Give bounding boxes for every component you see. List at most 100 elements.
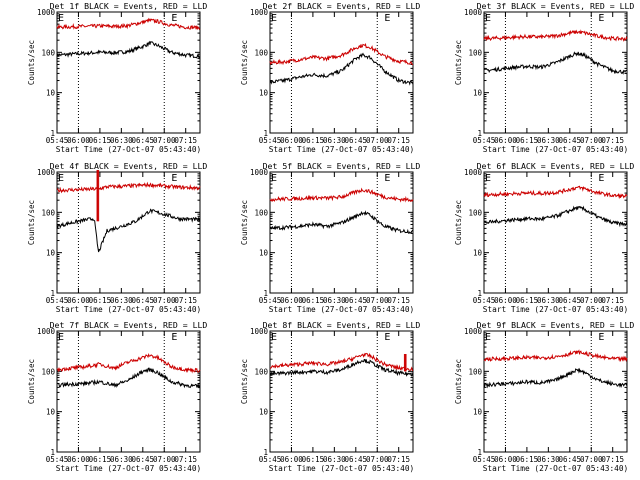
x-axis-label: Start Time (27-Oct-07 05:43:40) (56, 145, 202, 154)
y-tick-label: 1 (263, 448, 268, 457)
x-tick-label: 06:15 (516, 296, 539, 305)
lld-series-line (56, 353, 201, 374)
y-tick-label: 1000 (37, 168, 56, 177)
x-axis-label: Start Time (27-Oct-07 05:43:40) (269, 145, 415, 154)
lld-series-line (56, 181, 201, 194)
x-tick-label: 05:45 (473, 455, 496, 464)
lld-series-line (483, 29, 628, 42)
x-tick-label: 06:30 (323, 296, 346, 305)
x-tick-label: 07:15 (601, 136, 624, 145)
x-axis-label: Start Time (27-Oct-07 05:43:40) (483, 145, 629, 154)
x-axis-label: Start Time (27-Oct-07 05:43:40) (483, 464, 629, 473)
detector-panel: Det 9f BLACK = Events, RED = LLD 1 10 100 10… (454, 320, 634, 473)
y-tick-label: 1000 (250, 8, 269, 17)
x-axis-label: Start Time (27-Oct-07 05:43:40) (269, 464, 415, 473)
x-tick-label: 06:45 (132, 136, 155, 145)
x-tick-label: 07:00 (153, 296, 176, 305)
y-tick-label: 1000 (37, 8, 56, 17)
y-tick-label: 1 (50, 448, 55, 457)
y-tick-label: 10 (473, 408, 483, 417)
x-tick-label: 07:00 (366, 455, 389, 464)
detector-panel: Det 7f BLACK = Events, RED = LLD 1 10 100 10… (27, 320, 207, 473)
y-axis-label: Counts/sec (240, 359, 249, 404)
detector-panel: Det 2f BLACK = Events, RED = LLD 1 10 100 10… (240, 1, 420, 154)
y-tick-label: 1 (263, 129, 268, 138)
event-marker-label: E (271, 173, 277, 184)
x-tick-label: 06:00 (494, 455, 517, 464)
x-tick-label: 06:15 (302, 136, 325, 145)
y-tick-label: 100 (254, 48, 268, 57)
plot-frame (269, 330, 414, 453)
y-tick-label: 1000 (250, 327, 269, 336)
detector-panel: Det 5f BLACK = Events, RED = LLD 1 10 100 10… (240, 161, 420, 314)
x-tick-label: 06:00 (494, 296, 517, 305)
y-tick-label: 100 (468, 48, 482, 57)
x-axis-label: Start Time (27-Oct-07 05:43:40) (56, 305, 202, 314)
x-tick-label: 05:45 (259, 136, 282, 145)
x-tick-label: 06:45 (345, 296, 368, 305)
x-tick-label: 07:15 (174, 296, 197, 305)
x-tick-label: 06:45 (345, 455, 368, 464)
x-tick-label: 06:15 (89, 136, 112, 145)
x-tick-label: 05:45 (259, 455, 282, 464)
x-tick-label: 06:00 (67, 296, 90, 305)
x-tick-label: 06:45 (559, 296, 582, 305)
y-axis-label: Counts/sec (454, 200, 463, 245)
panel-title: Det 3f BLACK = Events, RED = LLD (477, 1, 635, 11)
lld-series-line (269, 352, 414, 372)
y-tick-label: 1 (263, 289, 268, 298)
y-tick-label: 10 (259, 408, 269, 417)
y-tick-label: 10 (259, 249, 269, 258)
x-tick-label: 05:45 (46, 296, 69, 305)
x-tick-label: 07:00 (366, 136, 389, 145)
event-marker-label: E (384, 13, 390, 24)
x-tick-label: 06:00 (494, 136, 517, 145)
panel-title: Det 2f BLACK = Events, RED = LLD (263, 1, 421, 11)
x-tick-label: 06:45 (132, 455, 155, 464)
panel-title: Det 6f BLACK = Events, RED = LLD (477, 161, 635, 171)
y-tick-label: 1000 (464, 8, 483, 17)
y-axis-label: Counts/sec (27, 200, 36, 245)
y-tick-label: 10 (46, 408, 56, 417)
event-marker-label: E (271, 13, 277, 24)
plot-frame (56, 11, 201, 134)
event-marker-label: E (485, 173, 491, 184)
detector-panel: Det 1f BLACK = Events, RED = LLD 1 10 100 10… (27, 1, 207, 154)
x-tick-label: 05:45 (473, 136, 496, 145)
events-series-line (483, 367, 628, 389)
x-tick-label: 07:00 (580, 455, 603, 464)
x-tick-label: 06:00 (280, 136, 303, 145)
events-series-line (269, 210, 414, 234)
events-series-line (483, 51, 628, 75)
events-series-line (269, 52, 414, 86)
x-tick-label: 07:15 (387, 455, 410, 464)
x-axis-label: Start Time (27-Oct-07 05:43:40) (483, 305, 629, 314)
x-tick-label: 06:30 (110, 455, 133, 464)
events-series-line (56, 367, 201, 389)
detector-panel: Det 3f BLACK = Events, RED = LLD 1 10 100 10… (454, 1, 634, 154)
panel-title: Det 7f BLACK = Events, RED = LLD (50, 320, 208, 330)
x-tick-label: 06:30 (537, 296, 560, 305)
y-tick-label: 1 (50, 289, 55, 298)
x-tick-label: 07:15 (601, 296, 624, 305)
y-axis-label: Counts/sec (27, 359, 36, 404)
x-tick-label: 07:00 (580, 136, 603, 145)
y-tick-label: 1 (477, 129, 482, 138)
x-tick-label: 07:15 (174, 136, 197, 145)
x-tick-label: 06:00 (67, 455, 90, 464)
x-tick-label: 07:15 (601, 455, 624, 464)
x-tick-label: 06:00 (280, 455, 303, 464)
y-tick-label: 1000 (464, 168, 483, 177)
event-marker-label: E (171, 332, 177, 343)
y-tick-label: 1 (477, 289, 482, 298)
event-marker-label: E (598, 173, 604, 184)
y-tick-label: 100 (41, 367, 55, 376)
y-axis-label: Counts/sec (240, 40, 249, 85)
x-tick-label: 07:00 (153, 136, 176, 145)
y-tick-label: 100 (254, 208, 268, 217)
event-marker-label: E (384, 173, 390, 184)
x-tick-label: 06:30 (323, 455, 346, 464)
y-axis-label: Counts/sec (27, 40, 36, 85)
x-tick-label: 06:00 (280, 296, 303, 305)
